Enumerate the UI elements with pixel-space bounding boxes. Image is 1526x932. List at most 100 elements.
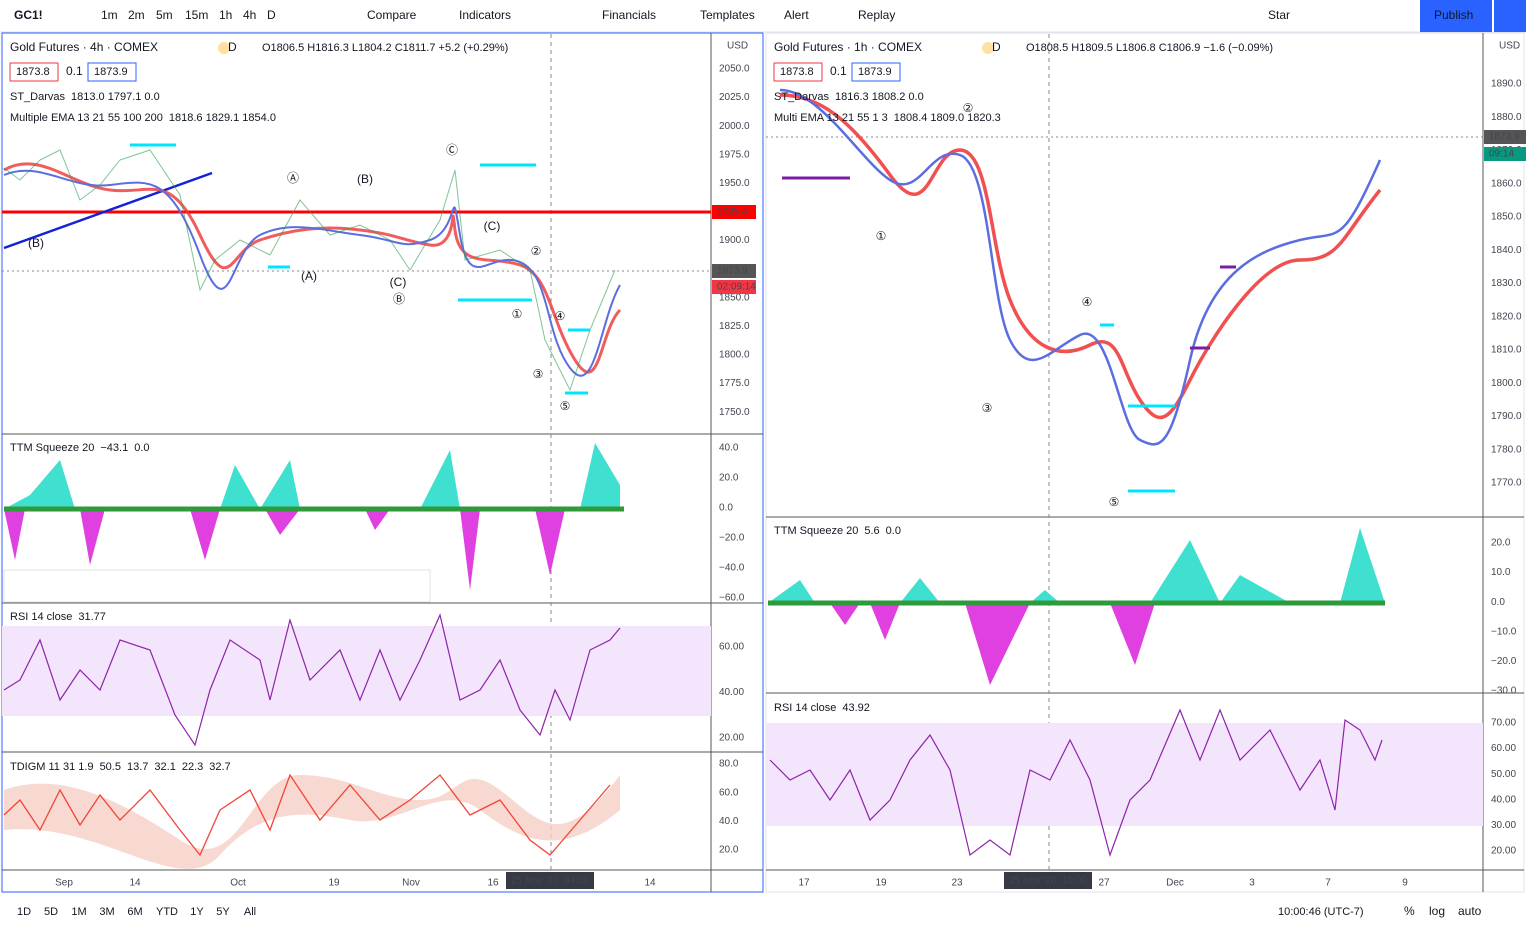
price-tick: 1790.0 [1491,411,1522,422]
time-tick: 17 [798,878,810,889]
interval[interactable]: D [267,8,276,22]
darvas-boxes [782,176,1236,350]
squeeze-tick: 0.0 [1491,597,1505,608]
toolbar-button[interactable]: Indicators [459,8,511,22]
ohlc: O1806.5 H1816.3 L1804.2 C1811.7 +5.2 (+0… [262,42,508,54]
price-tick: 1860.0 [1491,178,1522,189]
log-toggle[interactable]: log [1429,904,1445,918]
indicator-value: 50.5 [100,761,121,773]
auto-toggle[interactable]: auto [1458,904,1482,918]
indicator-value: 22.3 [182,761,203,773]
price-tick: 1810.0 [1491,345,1522,356]
publish-label[interactable]: Publish [1434,8,1473,22]
squeeze-tick: 20.0 [719,473,739,484]
cursor-time: 04:00 [564,876,589,887]
rsi-band [766,723,1483,826]
indicator-name: RSI 14 close [10,611,72,623]
price-tick: 1880.0 [1491,112,1522,123]
indicator-name: RSI 14 close [774,702,836,714]
wave-label: (B) [28,236,44,250]
toolbar-button[interactable]: Financials [602,8,656,22]
interval[interactable]: 15m [185,8,208,22]
indicator-name: ST_Darvas [10,91,66,103]
interval[interactable]: 5m [156,8,173,22]
squeeze-tick: −10.0 [1491,626,1517,637]
squeeze-tick: −60.0 [719,593,745,604]
range-button[interactable]: 3M [99,906,114,918]
bid: 1873.8 [16,66,50,78]
interval[interactable]: 1h [219,8,232,22]
price-tick: 1775.0 [719,378,750,389]
range-button[interactable]: All [244,906,256,918]
time-tick: Sep [55,878,73,889]
range-button[interactable]: 5Y [216,906,230,918]
darvas-boxes [1100,323,1175,493]
toolbar-button[interactable]: Compare [367,8,417,22]
pane-dividers [2,33,1524,892]
wave-label: ⑤ [1109,495,1120,509]
interval[interactable]: 1m [101,8,118,22]
interval[interactable]: 4h [243,8,256,22]
time-tick: Oct [230,878,246,889]
squeeze-positive [4,443,620,509]
squeeze-tick: −20.0 [719,533,745,544]
interval[interactable]: 2m [128,8,145,22]
range-button[interactable]: 5D [44,906,58,918]
chart-title: Gold Futures · 1h · COMEX [774,40,922,54]
rsi-tick: 60.00 [719,642,744,653]
time-tick: 19 [328,878,340,889]
wave-label: ③ [533,367,544,381]
price-label: 02:09:14 [717,282,756,293]
indicator-value: 13.7 [127,761,148,773]
toolbar-button[interactable]: Replay [858,8,895,22]
indicator-name: TTM Squeeze 20 [774,525,858,537]
range-button[interactable]: 1Y [190,906,204,918]
price-label-bg [712,205,756,219]
chart-title: Gold Futures · 4h · COMEX [10,40,158,54]
time-tick: 7 [1325,878,1331,889]
squeeze-tick: 0.0 [719,503,733,514]
indicator-value: 43.92 [842,702,870,714]
squeeze-tick: 20.0 [1491,538,1511,549]
price-tick: 1770.0 [1491,478,1522,489]
currency: USD [727,41,748,52]
range-button[interactable]: 6M [127,906,142,918]
time-tick: 14 [644,878,656,889]
left-frame [1,32,764,893]
price-tick: 1900.0 [719,235,750,246]
star-button[interactable]: Star [1268,8,1290,22]
rsi-band [2,626,711,716]
badge: D [992,40,1001,54]
price-tick: 2025.0 [719,92,750,103]
indicator-value: −43.1 [100,442,128,454]
toolbar-button[interactable]: Alert [784,8,809,22]
symbol: GC1! [14,8,43,22]
range-button[interactable]: 1D [17,906,31,918]
time-tick: 27 [1098,878,1110,889]
wave-label: ⑤ [560,399,571,413]
play-button[interactable] [1494,0,1526,32]
indicator-value: 31.77 [78,611,106,623]
publish-button[interactable] [1420,0,1492,32]
tdigm-tick: 60.0 [719,787,739,798]
step: 0.1 [66,64,83,78]
tdigm-line [3,773,611,857]
time-tick: 19 [875,878,887,889]
wave-label: (B) [357,172,373,186]
drawing-toolbar[interactable] [3,569,431,603]
price-tick: 1890.0 [1491,79,1522,90]
tdigm-tick: 40.0 [719,816,739,827]
toolbar-button[interactable]: Templates [700,8,755,22]
bid-box [773,62,823,82]
cursor-date: 25 Nov '20 [511,876,559,887]
trend-line [3,171,213,250]
price-tick: 1830.0 [1491,278,1522,289]
percent-toggle[interactable]: % [1404,904,1415,918]
indicator-value: 0.0 [886,525,901,537]
bid: 1873.8 [780,66,814,78]
range-button[interactable]: YTD [156,906,178,918]
price-tick: 1820.0 [1491,311,1522,322]
ema-line [779,93,1382,420]
range-button[interactable]: 1M [71,906,86,918]
ask-box [851,62,901,82]
